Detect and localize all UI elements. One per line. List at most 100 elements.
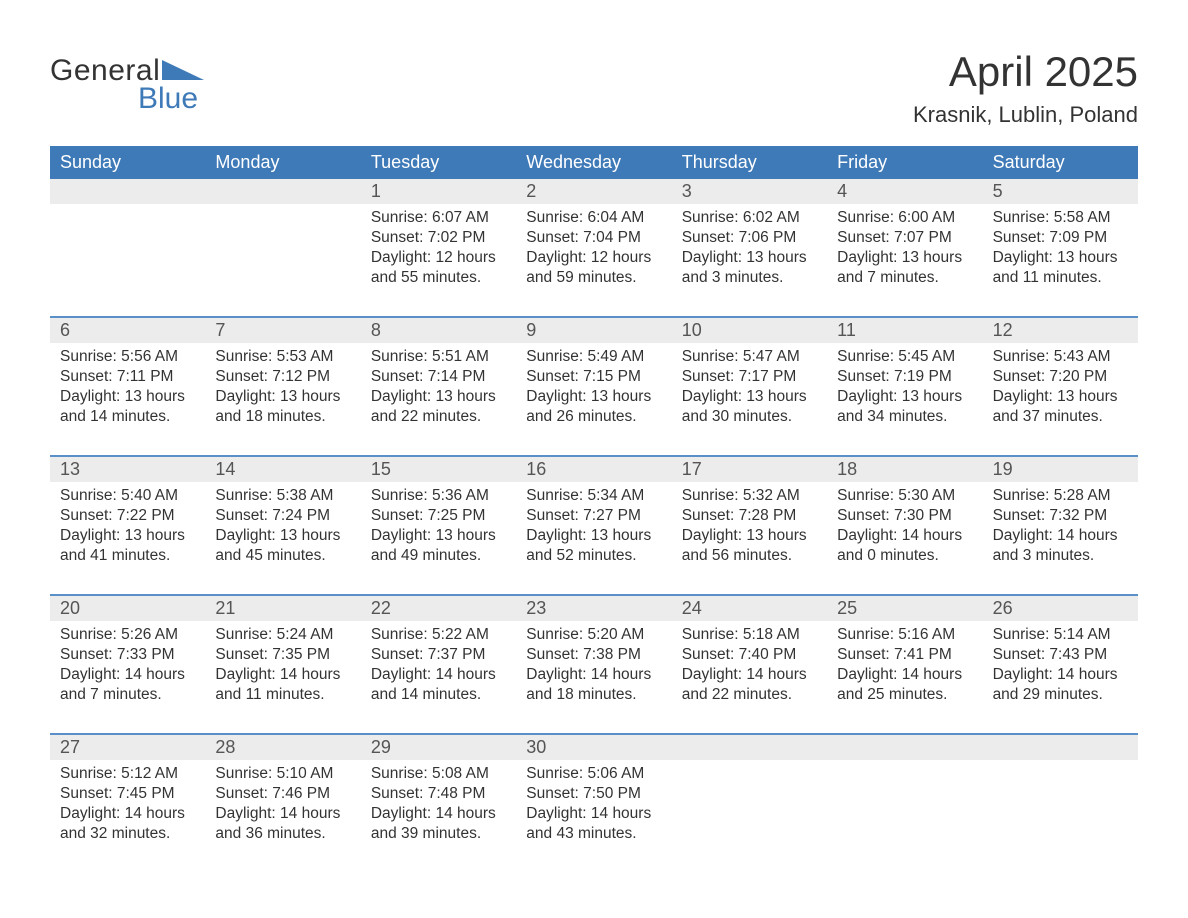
- daybody-row: Sunrise: 5:26 AMSunset: 7:33 PMDaylight:…: [50, 621, 1138, 713]
- day-header: Saturday: [983, 146, 1138, 179]
- daylight-line: Daylight: 14 hours and 39 minutes.: [371, 804, 506, 844]
- day-header: Thursday: [672, 146, 827, 179]
- day-number: 16: [516, 457, 671, 482]
- day-cell: Sunrise: 6:02 AMSunset: 7:06 PMDaylight:…: [672, 204, 827, 296]
- daylight-line: Daylight: 14 hours and 36 minutes.: [215, 804, 350, 844]
- sunrise-line: Sunrise: 5:51 AM: [371, 347, 506, 367]
- sunset-line: Sunset: 7:46 PM: [215, 784, 350, 804]
- sunset-line: Sunset: 7:20 PM: [993, 367, 1128, 387]
- day-cell: [672, 760, 827, 852]
- sunrise-line: Sunrise: 5:58 AM: [993, 208, 1128, 228]
- daybody-row: Sunrise: 5:40 AMSunset: 7:22 PMDaylight:…: [50, 482, 1138, 574]
- daylight-line: Daylight: 13 hours and 45 minutes.: [215, 526, 350, 566]
- daylight-line: Daylight: 14 hours and 32 minutes.: [60, 804, 195, 844]
- day-cell: Sunrise: 5:51 AMSunset: 7:14 PMDaylight:…: [361, 343, 516, 435]
- day-cell: Sunrise: 5:12 AMSunset: 7:45 PMDaylight:…: [50, 760, 205, 852]
- sunrise-line: Sunrise: 5:06 AM: [526, 764, 661, 784]
- day-cell: Sunrise: 5:10 AMSunset: 7:46 PMDaylight:…: [205, 760, 360, 852]
- sunrise-line: Sunrise: 5:24 AM: [215, 625, 350, 645]
- daylight-line: Daylight: 12 hours and 55 minutes.: [371, 248, 506, 288]
- day-cell: Sunrise: 5:49 AMSunset: 7:15 PMDaylight:…: [516, 343, 671, 435]
- day-cell: [205, 204, 360, 296]
- sunrise-line: Sunrise: 6:02 AM: [682, 208, 817, 228]
- day-number: 20: [50, 596, 205, 621]
- page-subtitle: Krasnik, Lublin, Poland: [913, 102, 1138, 128]
- sunrise-line: Sunrise: 5:53 AM: [215, 347, 350, 367]
- calendar-week: 20212223242526Sunrise: 5:26 AMSunset: 7:…: [50, 594, 1138, 713]
- sunrise-line: Sunrise: 6:07 AM: [371, 208, 506, 228]
- day-header: Tuesday: [361, 146, 516, 179]
- sunrise-line: Sunrise: 5:43 AM: [993, 347, 1128, 367]
- sunrise-line: Sunrise: 5:20 AM: [526, 625, 661, 645]
- daylight-line: Daylight: 13 hours and 56 minutes.: [682, 526, 817, 566]
- day-number: 7: [205, 318, 360, 343]
- sunset-line: Sunset: 7:45 PM: [60, 784, 195, 804]
- sunset-line: Sunset: 7:12 PM: [215, 367, 350, 387]
- day-cell: [50, 204, 205, 296]
- sunset-line: Sunset: 7:24 PM: [215, 506, 350, 526]
- day-header: Wednesday: [516, 146, 671, 179]
- sunset-line: Sunset: 7:38 PM: [526, 645, 661, 665]
- day-cell: Sunrise: 5:34 AMSunset: 7:27 PMDaylight:…: [516, 482, 671, 574]
- sunset-line: Sunset: 7:32 PM: [993, 506, 1128, 526]
- day-number: 30: [516, 735, 671, 760]
- daylight-line: Daylight: 14 hours and 29 minutes.: [993, 665, 1128, 705]
- day-cell: Sunrise: 5:47 AMSunset: 7:17 PMDaylight:…: [672, 343, 827, 435]
- sunset-line: Sunset: 7:28 PM: [682, 506, 817, 526]
- daynum-row: 6789101112: [50, 318, 1138, 343]
- day-cell: Sunrise: 6:04 AMSunset: 7:04 PMDaylight:…: [516, 204, 671, 296]
- sunset-line: Sunset: 7:35 PM: [215, 645, 350, 665]
- sunrise-line: Sunrise: 5:32 AM: [682, 486, 817, 506]
- day-cell: [827, 760, 982, 852]
- daylight-line: Daylight: 13 hours and 22 minutes.: [371, 387, 506, 427]
- day-header: Sunday: [50, 146, 205, 179]
- sunrise-line: Sunrise: 5:34 AM: [526, 486, 661, 506]
- day-cell: Sunrise: 5:53 AMSunset: 7:12 PMDaylight:…: [205, 343, 360, 435]
- sunrise-line: Sunrise: 5:12 AM: [60, 764, 195, 784]
- day-number: 28: [205, 735, 360, 760]
- day-number: 21: [205, 596, 360, 621]
- sunrise-line: Sunrise: 5:56 AM: [60, 347, 195, 367]
- day-number: 27: [50, 735, 205, 760]
- sunset-line: Sunset: 7:04 PM: [526, 228, 661, 248]
- calendar-header-row: SundayMondayTuesdayWednesdayThursdayFrid…: [50, 146, 1138, 179]
- daylight-line: Daylight: 13 hours and 49 minutes.: [371, 526, 506, 566]
- day-number: 22: [361, 596, 516, 621]
- day-cell: Sunrise: 5:38 AMSunset: 7:24 PMDaylight:…: [205, 482, 360, 574]
- day-number: [672, 735, 827, 760]
- daylight-line: Daylight: 13 hours and 18 minutes.: [215, 387, 350, 427]
- daylight-line: Daylight: 13 hours and 34 minutes.: [837, 387, 972, 427]
- sunset-line: Sunset: 7:07 PM: [837, 228, 972, 248]
- day-number: [205, 179, 360, 204]
- daynum-row: 12345: [50, 179, 1138, 204]
- sunrise-line: Sunrise: 5:18 AM: [682, 625, 817, 645]
- sunset-line: Sunset: 7:50 PM: [526, 784, 661, 804]
- sunset-line: Sunset: 7:30 PM: [837, 506, 972, 526]
- day-number: [50, 179, 205, 204]
- sunrise-line: Sunrise: 5:45 AM: [837, 347, 972, 367]
- day-cell: Sunrise: 6:07 AMSunset: 7:02 PMDaylight:…: [361, 204, 516, 296]
- day-cell: Sunrise: 5:24 AMSunset: 7:35 PMDaylight:…: [205, 621, 360, 713]
- daylight-line: Daylight: 13 hours and 37 minutes.: [993, 387, 1128, 427]
- sunrise-line: Sunrise: 5:28 AM: [993, 486, 1128, 506]
- daylight-line: Daylight: 13 hours and 3 minutes.: [682, 248, 817, 288]
- day-cell: Sunrise: 5:22 AMSunset: 7:37 PMDaylight:…: [361, 621, 516, 713]
- sunset-line: Sunset: 7:27 PM: [526, 506, 661, 526]
- sunrise-line: Sunrise: 5:16 AM: [837, 625, 972, 645]
- calendar-week: 12345Sunrise: 6:07 AMSunset: 7:02 PMDayl…: [50, 179, 1138, 296]
- sunrise-line: Sunrise: 5:40 AM: [60, 486, 195, 506]
- daybody-row: Sunrise: 6:07 AMSunset: 7:02 PMDaylight:…: [50, 204, 1138, 296]
- daylight-line: Daylight: 13 hours and 11 minutes.: [993, 248, 1128, 288]
- sunset-line: Sunset: 7:17 PM: [682, 367, 817, 387]
- sunset-line: Sunset: 7:40 PM: [682, 645, 817, 665]
- daynum-row: 13141516171819: [50, 457, 1138, 482]
- day-cell: Sunrise: 5:58 AMSunset: 7:09 PMDaylight:…: [983, 204, 1138, 296]
- sunset-line: Sunset: 7:37 PM: [371, 645, 506, 665]
- daylight-line: Daylight: 14 hours and 18 minutes.: [526, 665, 661, 705]
- day-number: 11: [827, 318, 982, 343]
- calendar-week: 6789101112Sunrise: 5:56 AMSunset: 7:11 P…: [50, 316, 1138, 435]
- day-cell: Sunrise: 5:45 AMSunset: 7:19 PMDaylight:…: [827, 343, 982, 435]
- day-number: 29: [361, 735, 516, 760]
- day-cell: Sunrise: 5:28 AMSunset: 7:32 PMDaylight:…: [983, 482, 1138, 574]
- day-number: 14: [205, 457, 360, 482]
